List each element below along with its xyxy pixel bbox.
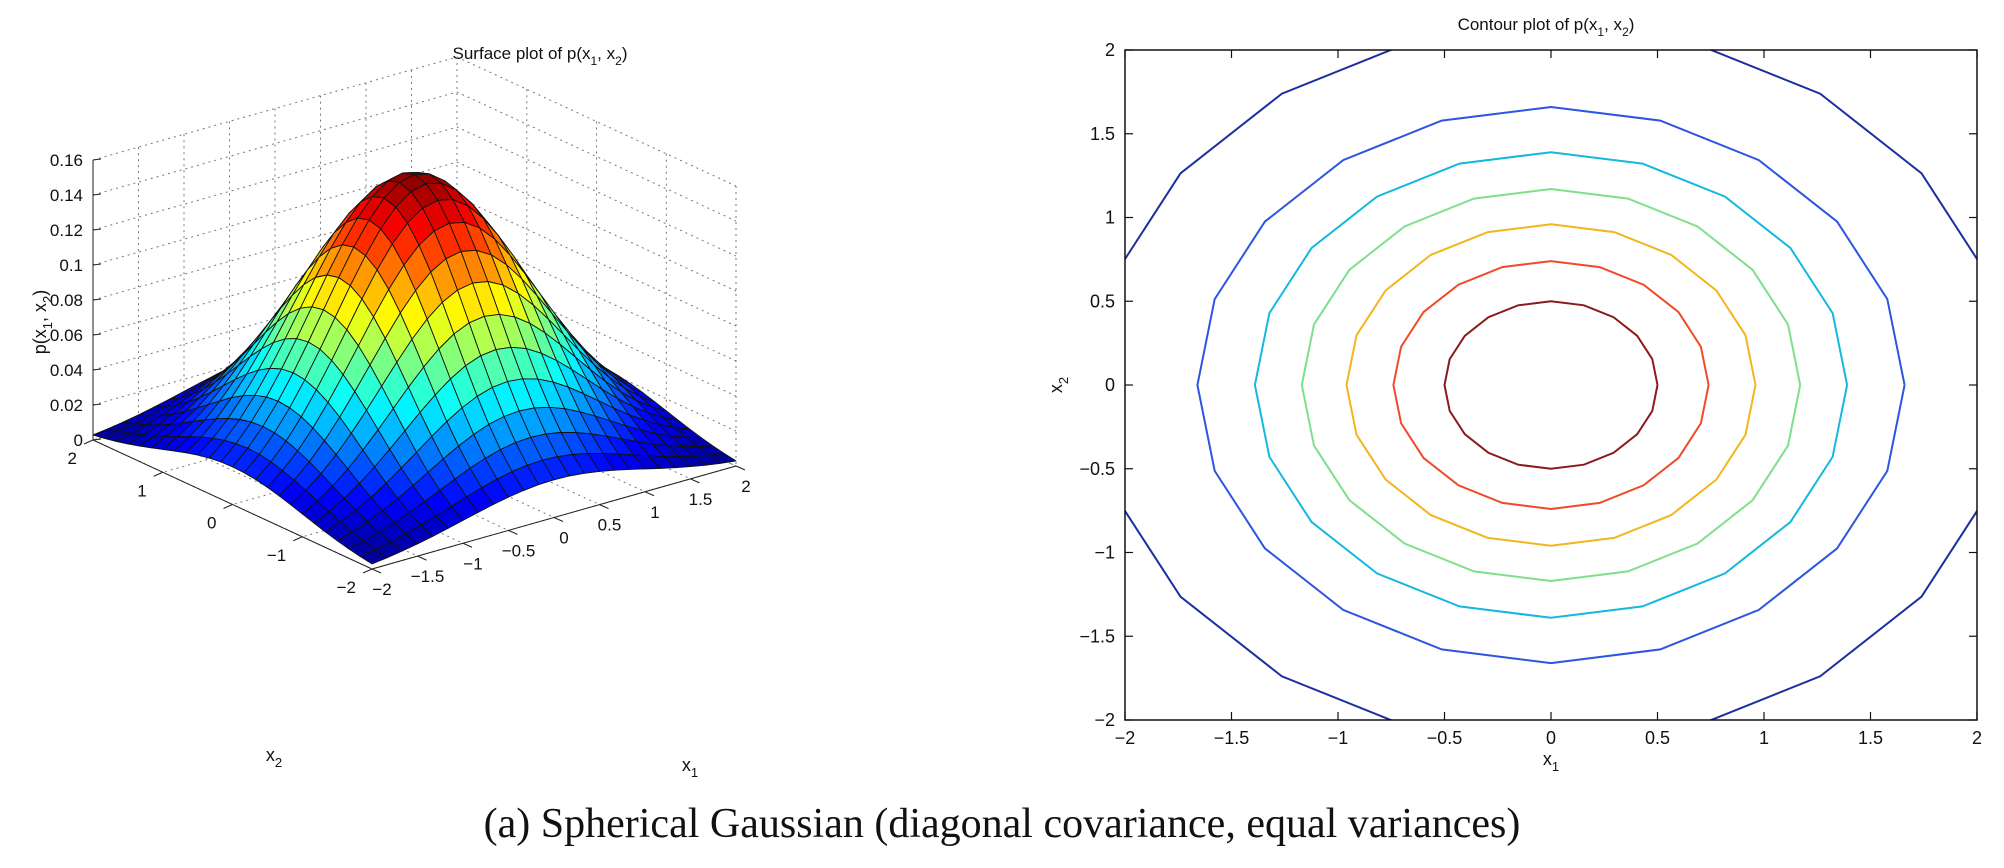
contour-line	[1300, 187, 1802, 583]
surface-grid-line	[92, 161, 737, 292]
surface-z-tick-label: 0.12	[50, 221, 83, 240]
contour-y-tick-label: 1	[1105, 208, 1115, 228]
contour-y-tick-label: −2	[1094, 710, 1115, 730]
contour-x-tick-label: 0	[1546, 728, 1556, 748]
surface-x1-tick	[599, 504, 609, 510]
contour-x-tick-label: −2	[1115, 728, 1136, 748]
surface-z-tick	[92, 263, 102, 266]
surface-z-tick	[92, 403, 102, 406]
surface-x2-tick-label: 1	[137, 481, 146, 500]
contour-line	[1392, 260, 1710, 511]
surface-x2-axis-label: x2	[266, 745, 282, 770]
contour-lines	[1125, 50, 1977, 720]
contour-axes-box	[1124, 49, 1978, 721]
contour-x-axis-label: x1	[1543, 749, 1559, 774]
contour-y-tick-label: −0.5	[1079, 459, 1115, 479]
surface-x1-tick-label: −0.5	[502, 541, 536, 560]
surface-plot-title: Surface plot of p(x1, x2)	[453, 44, 628, 68]
surface-z-axis-label: p(x1, x2)	[30, 290, 55, 355]
surface-patches	[92, 171, 737, 565]
surface-z-tick	[92, 158, 102, 161]
surface-plot: Surface plot of p(x1, x2) 00.020.040.060…	[30, 44, 751, 780]
surface-grid-line	[92, 91, 737, 222]
surface-z-tick	[92, 368, 102, 371]
surface-x2-tick-label: −2	[337, 578, 356, 597]
surface-x1-tick-label: 0	[559, 529, 568, 548]
surface-z-tick-label: 0.02	[50, 396, 83, 415]
surface-x1-tick-label: 0.5	[598, 516, 622, 535]
contour-y-tick-label: −1	[1094, 543, 1115, 563]
surface-z-tick-label: 0.06	[50, 326, 83, 345]
contour-x-tick-label: −1.5	[1214, 728, 1250, 748]
surface-grid-line	[92, 126, 737, 257]
contour-x-tick-label: −1	[1328, 728, 1349, 748]
surface-x1-tick-label: −1	[463, 554, 482, 573]
contour-line	[1125, 50, 1977, 720]
contour-x-tick-label: 1.5	[1858, 728, 1883, 748]
contour-plot: Contour plot of p(x1, x2) −2 −1.5 −1 −0.5 0 0…	[1046, 15, 1982, 774]
contour-y-axis-label: x2	[1046, 377, 1071, 393]
surface-x2-tick-label: −1	[267, 546, 286, 565]
surface-z-tick	[92, 438, 102, 441]
surface-z-tick-label: 0.16	[50, 151, 83, 170]
surface-x1-tick-label: 1.5	[689, 490, 713, 509]
surface-x2-tick	[362, 568, 373, 574]
surface-z-tick-label: 0.04	[50, 361, 83, 380]
contour-y-tick-label: 0.5	[1090, 291, 1115, 311]
contour-y-tick-label: −1.5	[1079, 626, 1115, 646]
contour-line	[1443, 300, 1659, 470]
surface-z-tick	[92, 333, 102, 336]
contour-x-tick-label: 0.5	[1645, 728, 1670, 748]
contour-y-tick-label: 2	[1105, 40, 1115, 60]
surface-x1-tick	[462, 542, 473, 548]
surface-patch	[359, 549, 388, 565]
contour-plot-title: Contour plot of p(x1, x2)	[1458, 15, 1635, 39]
surface-z-tick-label: 0.08	[50, 291, 83, 310]
contour-line	[1196, 105, 1906, 665]
surface-x1-axis-label: x1	[682, 755, 698, 780]
surface-x2-tick	[153, 471, 163, 477]
surface-x1-tick	[735, 465, 746, 471]
surface-x2-tick	[293, 536, 303, 542]
surface-grid-line	[92, 56, 737, 187]
contour-line	[1253, 151, 1849, 619]
contour-y-tick-label: 1.5	[1090, 124, 1115, 144]
surface-x1-tick	[508, 529, 518, 535]
contour-x-tick-label: −0.5	[1427, 728, 1463, 748]
surface-x1-tick	[553, 517, 564, 522]
surface-z-tick	[92, 298, 102, 301]
surface-x1-tick-label: −2	[372, 580, 391, 599]
surface-z-tick-label: 0.1	[59, 256, 83, 275]
surface-z-tick-label: 0.14	[50, 186, 83, 205]
surface-x1-tick-label: 1	[650, 503, 659, 522]
surface-x2-tick-label: 2	[68, 449, 77, 468]
surface-x1-tick	[371, 568, 382, 574]
surface-z-tick	[92, 228, 102, 231]
surface-x1-tick	[417, 555, 427, 561]
contour-line	[1345, 223, 1757, 547]
contour-ticks: −2 −1.5 −1 −0.5 0 0.5 1 1.5 2 −2 −1.5 −1 −0.5 0 0.5 1 1.…	[1079, 40, 1982, 748]
surface-x1-tick-label: 2	[741, 477, 750, 496]
figure-caption: (a) Spherical Gaussian (diagonal covaria…	[483, 801, 1521, 847]
contour-x-tick-label: 1	[1759, 728, 1769, 748]
surface-z-tick	[92, 193, 102, 196]
surface-x2-tick	[223, 504, 233, 509]
surface-ticks: 0 0.02 0.04 0.06 0.08 0.1 0.12 0.14 0.16 −2 −1 0 1 2 −…	[50, 151, 751, 599]
contour-x-tick-label: 2	[1972, 728, 1982, 748]
surface-x1-tick	[644, 491, 655, 497]
surface-x1-tick-label: −1.5	[411, 567, 445, 586]
surface-x2-tick	[83, 439, 94, 445]
surface-x2-tick-label: 0	[207, 514, 216, 533]
contour-y-tick-label: 0	[1105, 375, 1115, 395]
surface-x1-tick	[690, 478, 700, 484]
surface-z-tick-label: 0	[74, 431, 83, 450]
